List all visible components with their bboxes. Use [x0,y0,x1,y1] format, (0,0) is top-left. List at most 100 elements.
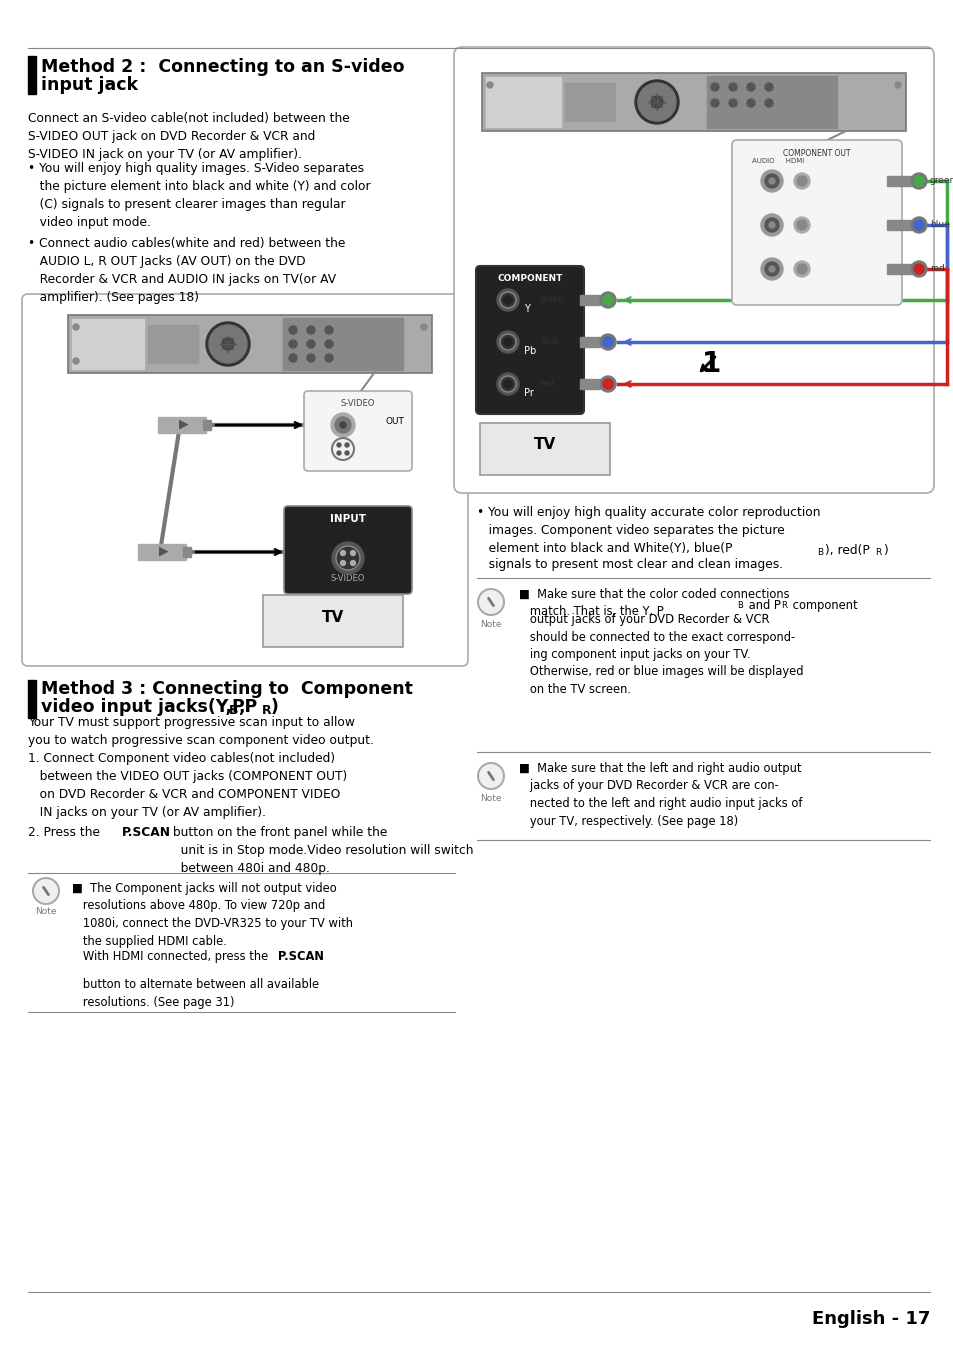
Circle shape [499,376,516,393]
Text: button to alternate between all available
   resolutions. (See page 31): button to alternate between all availabl… [71,960,319,1009]
Circle shape [760,258,782,281]
Text: output jacks of your DVD Recorder & VCR
   should be connected to the exact corr: output jacks of your DVD Recorder & VCR … [518,612,802,696]
Bar [28,57,36,94]
Text: Method 3 : Connecting to  Component: Method 3 : Connecting to Component [41,680,413,697]
Text: button on the front panel while the
   unit is in Stop mode.Video resolution wil: button on the front panel while the unit… [169,826,473,876]
Text: R: R [781,602,786,610]
Text: input jack: input jack [41,76,138,94]
Text: blue: blue [929,220,949,229]
Text: ), red(P: ), red(P [824,544,869,557]
Circle shape [340,550,345,556]
Circle shape [336,451,340,455]
Circle shape [760,170,782,192]
Text: B: B [229,704,238,718]
Text: Method 2 :  Connecting to an S-video: Method 2 : Connecting to an S-video [41,58,404,76]
Circle shape [638,84,676,121]
Text: Y: Y [523,304,529,314]
Circle shape [499,335,516,349]
Circle shape [206,322,250,366]
Text: green: green [929,175,953,185]
Bar [886,220,911,229]
Circle shape [793,260,809,277]
Circle shape [768,223,774,228]
Circle shape [913,220,923,229]
Circle shape [335,546,359,571]
Text: INPUT: INPUT [330,514,366,523]
Circle shape [599,376,616,393]
Text: ): ) [271,697,278,716]
Bar [283,318,402,370]
Text: COMPONENT: COMPONENT [497,274,562,283]
Circle shape [796,220,806,229]
Circle shape [499,291,516,308]
Circle shape [73,324,79,331]
Circle shape [332,542,364,575]
FancyBboxPatch shape [454,47,933,492]
Text: component: component [788,599,857,612]
Text: TV: TV [321,610,344,625]
Bar [138,544,186,560]
Text: • You will enjoy high quality images. S-Video separates
   the picture element i: • You will enjoy high quality images. S-… [28,162,370,229]
Circle shape [764,219,779,232]
Text: ▶: ▶ [179,417,189,430]
Text: 1: 1 [701,349,720,378]
Circle shape [796,175,806,186]
Bar [485,77,560,127]
Text: Connections: Connections [929,761,943,858]
Text: ): ) [882,544,887,557]
Text: Pr: Pr [523,389,534,398]
Circle shape [746,84,754,90]
Circle shape [635,80,679,124]
Text: English - 17: English - 17 [811,1310,929,1327]
Circle shape [289,326,296,335]
Circle shape [222,339,233,349]
Text: 1. Connect Component video cables(not included)
   between the VIDEO OUT jacks (: 1. Connect Component video cables(not in… [28,751,347,819]
Circle shape [894,82,900,88]
Circle shape [602,379,613,389]
Circle shape [335,417,351,433]
Bar [158,417,206,433]
Circle shape [796,264,806,274]
Text: B: B [816,548,822,557]
Circle shape [289,340,296,348]
Text: B: B [737,602,742,610]
Bar [579,337,599,347]
Circle shape [599,335,616,349]
Circle shape [420,324,427,331]
Text: ■  Make sure that the color coded connections
   match. That is, the Y, P: ■ Make sure that the color coded connect… [518,588,789,618]
Circle shape [209,325,247,363]
Circle shape [477,764,503,789]
Circle shape [602,337,613,347]
Circle shape [503,380,512,389]
Bar [71,318,144,370]
Bar [183,546,191,557]
Circle shape [910,217,926,233]
Circle shape [793,217,809,233]
Text: With HDMI connected, press the: With HDMI connected, press the [71,950,272,963]
Circle shape [764,262,779,277]
Circle shape [793,173,809,189]
Text: signals to present most clear and clean images.: signals to present most clear and clean … [476,558,782,571]
FancyBboxPatch shape [22,294,468,666]
Circle shape [497,331,518,353]
Text: Connect an S-video cable(not included) between the
S-VIDEO OUT jack on DVD Recor: Connect an S-video cable(not included) b… [28,112,350,161]
Text: Note: Note [479,621,501,629]
Bar [203,420,211,430]
Text: blue: blue [539,337,558,345]
Text: OUT: OUT [385,417,403,426]
Circle shape [503,339,512,345]
Text: ■  The Component jacks will not output video
   resolutions above 480p. To view : ■ The Component jacks will not output vi… [71,882,353,947]
Circle shape [340,560,345,565]
Circle shape [350,560,355,565]
Bar [886,175,911,186]
Circle shape [486,82,493,88]
Circle shape [289,353,296,362]
Circle shape [746,98,754,107]
Bar [148,325,198,363]
Circle shape [710,98,719,107]
FancyBboxPatch shape [68,316,432,374]
FancyBboxPatch shape [479,424,609,475]
Circle shape [345,451,349,455]
Text: Pb: Pb [523,345,536,356]
Text: red: red [929,264,943,272]
